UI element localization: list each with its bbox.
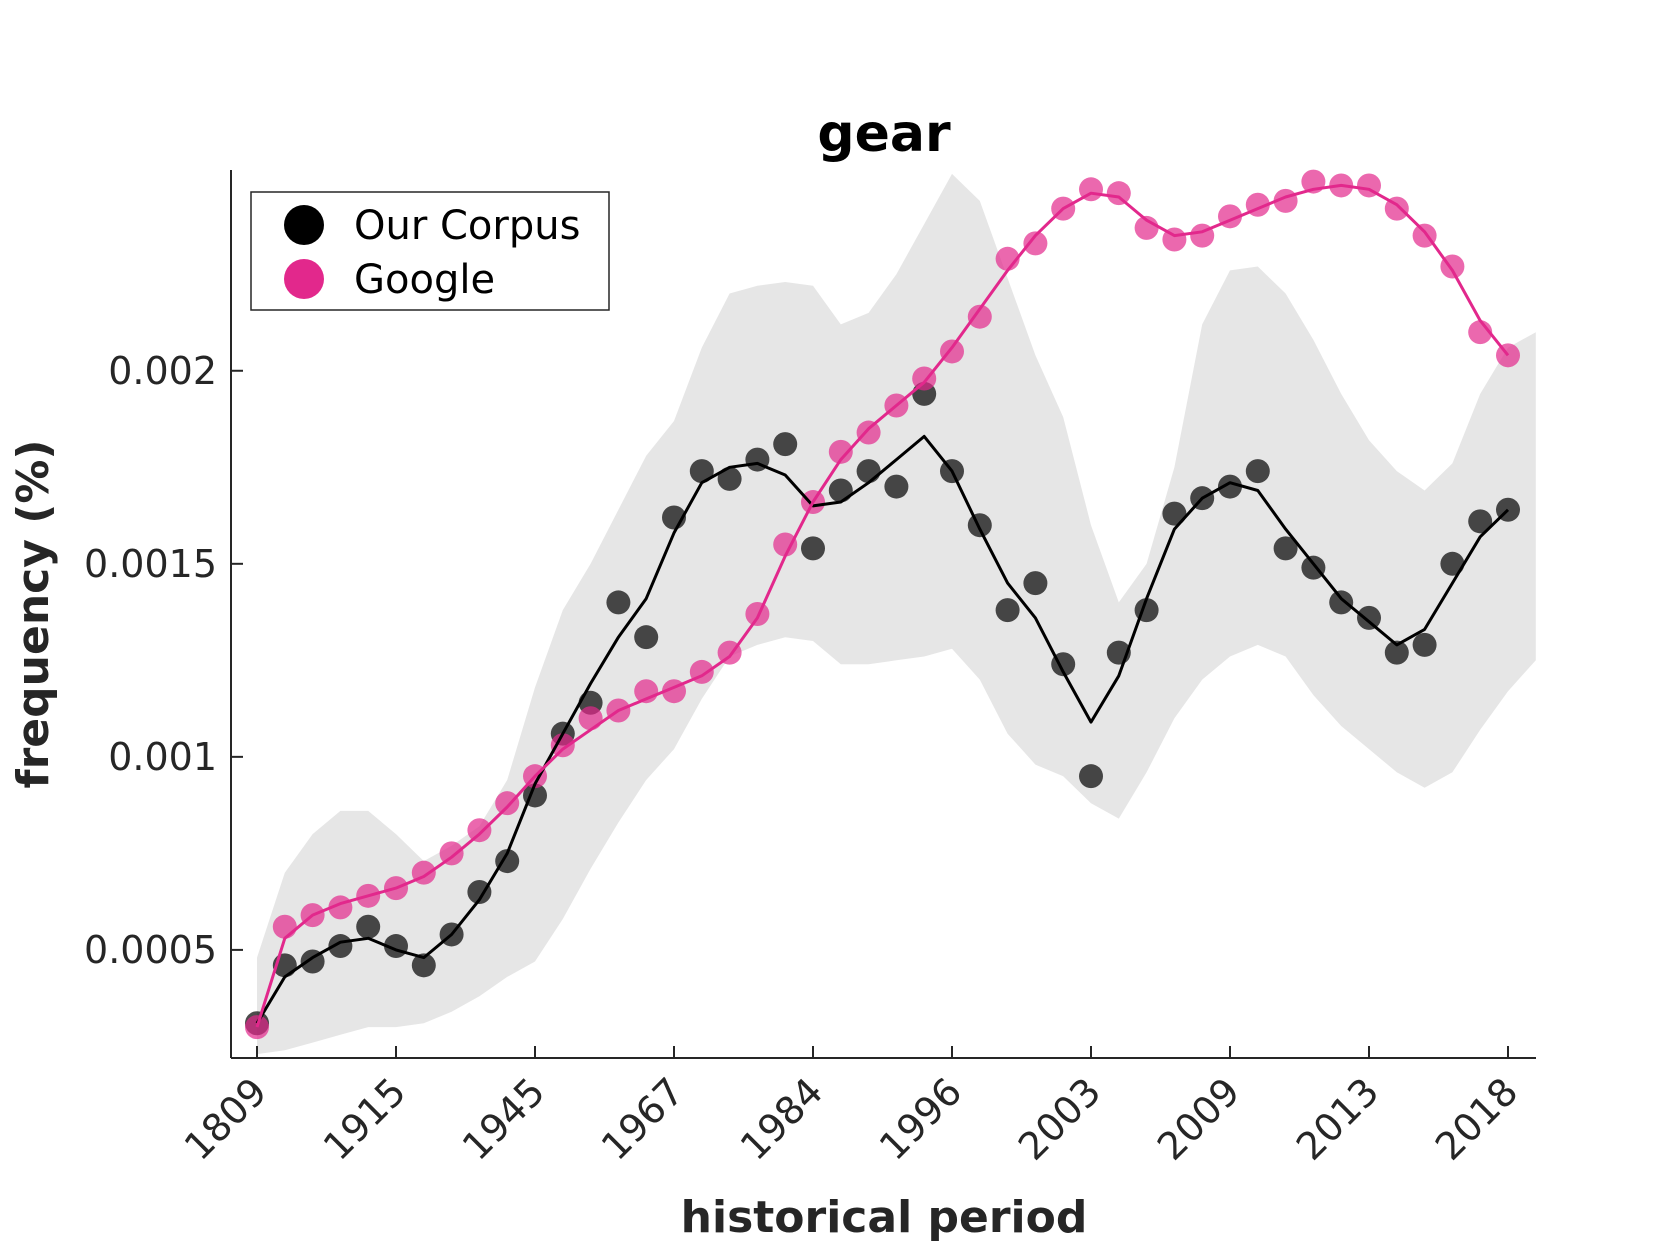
x-tick-label: 2013 xyxy=(1288,1069,1388,1169)
x-tick-label: 1915 xyxy=(315,1069,415,1169)
y-ticks: 0.0005 0.001 0.0015 0.002 xyxy=(84,349,243,972)
x-tick-label: 1984 xyxy=(732,1069,832,1169)
our-corpus-point xyxy=(995,598,1020,623)
our-corpus-point xyxy=(1412,632,1437,657)
our-corpus-point xyxy=(967,513,992,538)
our-corpus-point xyxy=(1468,509,1493,534)
y-tick-label: 0.001 xyxy=(108,735,217,779)
google-point xyxy=(773,532,798,557)
our-corpus-point xyxy=(356,914,381,939)
our-corpus-point xyxy=(1384,640,1409,665)
our-corpus-point xyxy=(411,953,436,978)
google-point xyxy=(495,791,520,816)
google-point xyxy=(245,1015,269,1040)
google-point xyxy=(1023,231,1048,256)
y-tick-label: 0.0005 xyxy=(84,928,217,972)
our-corpus-point xyxy=(1440,551,1465,576)
x-tick-label: 1996 xyxy=(871,1069,971,1169)
x-ticks: 1809 1915 1945 1967 1984 1996 2003 2009 2013 2018 xyxy=(176,1046,1527,1169)
our-corpus-point xyxy=(495,849,520,874)
our-corpus-point xyxy=(1162,501,1187,526)
our-corpus-point xyxy=(1245,459,1270,484)
variation-band xyxy=(257,173,1536,1055)
google-point xyxy=(578,706,603,731)
google-point xyxy=(856,420,881,445)
legend-label-google: Google xyxy=(354,257,495,303)
x-tick-label: 2018 xyxy=(1427,1069,1527,1169)
our-corpus-line xyxy=(255,434,1510,1025)
y-tick-label: 0.0015 xyxy=(84,542,217,586)
google-point xyxy=(467,818,492,843)
x-axis-label: historical period xyxy=(681,1192,1088,1243)
chart-title: gear xyxy=(817,104,951,164)
our-corpus-point xyxy=(1079,764,1103,789)
google-point xyxy=(828,439,853,464)
legend-marker-google xyxy=(284,259,324,299)
our-corpus-point xyxy=(856,459,881,484)
google-point xyxy=(550,733,575,758)
x-tick-label: 1809 xyxy=(176,1069,276,1169)
our-corpus-point xyxy=(828,478,853,503)
x-tick-label: 2009 xyxy=(1149,1069,1249,1169)
our-corpus-point xyxy=(1329,590,1354,615)
google-point xyxy=(439,841,464,866)
our-corpus-point xyxy=(606,590,631,615)
x-tick-label: 1945 xyxy=(454,1069,554,1169)
axes xyxy=(230,170,1536,1059)
our-corpus-point xyxy=(467,879,492,904)
google-point xyxy=(1106,181,1131,206)
y-axis-label: frequency (%) xyxy=(8,439,59,788)
legend: Our Corpus Google xyxy=(250,191,610,311)
y-tick-label: 0.002 xyxy=(108,349,217,393)
google-point xyxy=(967,304,992,329)
x-tick-label: 2003 xyxy=(1010,1069,1110,1169)
our-corpus-point xyxy=(1273,536,1298,561)
variation-band-layer xyxy=(257,173,1536,1055)
our-corpus-point xyxy=(1357,605,1381,630)
our-corpus-point xyxy=(1023,571,1048,596)
legend-label-our-corpus: Our Corpus xyxy=(354,203,580,249)
google-point xyxy=(272,914,297,939)
our-corpus-point xyxy=(801,536,825,561)
series-lines-layer xyxy=(255,183,1510,1028)
our-corpus-point xyxy=(634,625,659,650)
our-corpus-point xyxy=(717,466,742,491)
legend-marker-our-corpus xyxy=(284,205,324,245)
our-corpus-point xyxy=(689,459,714,484)
google-point xyxy=(745,602,770,626)
our-corpus-point xyxy=(884,474,909,499)
google-line xyxy=(255,183,1510,1028)
our-corpus-point xyxy=(773,432,798,457)
our-corpus-point xyxy=(1218,474,1242,499)
x-tick-label: 1967 xyxy=(593,1069,693,1169)
